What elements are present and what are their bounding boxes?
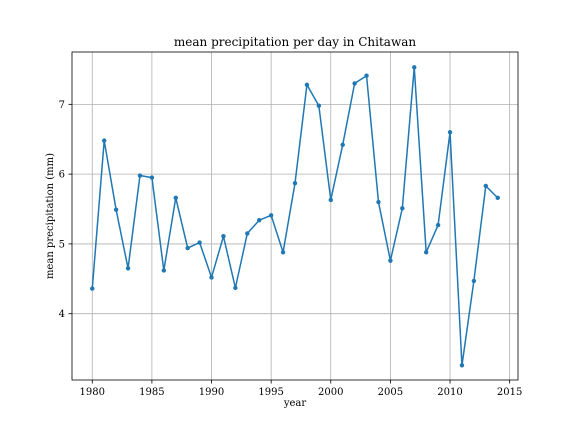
grid xyxy=(72,52,518,380)
data-point xyxy=(149,175,155,180)
data-point xyxy=(400,206,405,211)
x-tick-label: 1980 xyxy=(80,387,105,398)
data-point xyxy=(245,231,250,236)
x-axis-label: year xyxy=(283,398,307,409)
data-point xyxy=(495,195,500,201)
data-point xyxy=(423,250,429,255)
data-point xyxy=(483,183,489,189)
y-tick-label: 7 xyxy=(59,100,65,111)
x-tick-label: 1985 xyxy=(139,387,164,398)
data-point xyxy=(304,82,310,88)
data-point xyxy=(280,250,286,255)
data-point xyxy=(113,207,119,212)
data-point xyxy=(90,286,95,291)
x-axis: 1980 1985 1990 1995 2000 2005 2010 2015 xyxy=(80,380,522,398)
data-point xyxy=(161,268,167,273)
x-tick-label: 2000 xyxy=(318,387,343,398)
y-tick-label: 4 xyxy=(59,309,65,320)
data-point xyxy=(209,275,214,280)
chart-title: mean precipitation per day in Chitawan xyxy=(174,35,416,49)
data-point xyxy=(101,138,107,143)
y-axis-label: mean precipitation (mm) xyxy=(45,153,56,279)
data-point xyxy=(125,266,131,271)
y-tick-label: 5 xyxy=(59,239,65,250)
data-point xyxy=(435,222,441,228)
data-point xyxy=(292,181,298,186)
data-point xyxy=(221,234,226,239)
x-tick-label: 2015 xyxy=(497,387,522,398)
data-point xyxy=(268,213,274,218)
data-point xyxy=(185,245,190,251)
data-point xyxy=(173,195,178,201)
data-point xyxy=(352,81,357,86)
data-point xyxy=(340,142,345,148)
series-layer xyxy=(90,65,500,368)
y-axis: 4 5 6 7 xyxy=(59,100,72,320)
data-point xyxy=(137,173,143,178)
x-tick-label: 1995 xyxy=(258,387,283,398)
data-point xyxy=(412,65,417,70)
data-point xyxy=(447,130,453,135)
data-point xyxy=(328,197,333,203)
data-point xyxy=(364,73,369,78)
x-tick-label: 1990 xyxy=(199,387,224,398)
data-point xyxy=(376,199,381,205)
data-point xyxy=(197,240,202,245)
x-tick-label: 2005 xyxy=(378,387,403,398)
plot-frame xyxy=(71,51,519,381)
y-tick-label: 6 xyxy=(59,170,65,181)
data-point xyxy=(257,217,262,223)
data-point xyxy=(233,285,238,291)
data-point xyxy=(471,278,477,284)
data-point xyxy=(316,103,322,108)
data-point xyxy=(388,258,393,263)
data-point xyxy=(459,363,465,368)
x-tick-label: 2010 xyxy=(437,387,462,398)
